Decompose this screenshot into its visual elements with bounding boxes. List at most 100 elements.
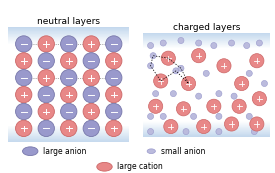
Bar: [143, 128, 270, 129]
Circle shape: [148, 43, 154, 49]
Circle shape: [176, 102, 191, 116]
Bar: [8, 132, 129, 133]
Bar: [143, 44, 270, 45]
Circle shape: [153, 91, 159, 97]
Bar: [143, 40, 270, 41]
Circle shape: [16, 70, 32, 86]
Bar: [8, 28, 129, 29]
Bar: [143, 38, 270, 39]
Circle shape: [106, 103, 122, 120]
Circle shape: [38, 103, 54, 120]
Circle shape: [106, 53, 122, 69]
Bar: [8, 40, 129, 41]
Circle shape: [216, 91, 222, 97]
Circle shape: [235, 76, 249, 91]
Circle shape: [60, 103, 77, 120]
Bar: [143, 46, 270, 47]
Circle shape: [262, 80, 268, 86]
Bar: [143, 129, 270, 130]
Bar: [143, 34, 270, 35]
Bar: [8, 33, 129, 34]
Circle shape: [148, 63, 154, 69]
Title: charged layers: charged layers: [173, 23, 240, 32]
Circle shape: [147, 149, 155, 154]
Circle shape: [148, 129, 154, 135]
Bar: [8, 37, 129, 38]
Circle shape: [60, 53, 77, 69]
Bar: [143, 130, 270, 131]
Bar: [143, 136, 270, 137]
Circle shape: [16, 53, 32, 69]
Circle shape: [23, 147, 38, 156]
Bar: [8, 138, 129, 139]
Circle shape: [60, 120, 77, 136]
Bar: [8, 137, 129, 138]
Bar: [143, 133, 270, 134]
Bar: [143, 127, 270, 128]
Text: large cation: large cation: [117, 162, 163, 171]
Circle shape: [252, 92, 266, 106]
Circle shape: [60, 36, 77, 52]
Bar: [143, 123, 270, 124]
Bar: [143, 122, 270, 123]
Circle shape: [192, 49, 206, 63]
Bar: [8, 32, 129, 33]
Circle shape: [173, 68, 179, 74]
Bar: [8, 127, 129, 128]
Bar: [143, 131, 270, 132]
Circle shape: [203, 70, 209, 76]
Bar: [143, 134, 270, 135]
Bar: [143, 36, 270, 37]
Bar: [143, 135, 270, 136]
Bar: [8, 131, 129, 132]
Bar: [8, 41, 129, 42]
Circle shape: [191, 113, 197, 119]
Bar: [8, 140, 129, 141]
Circle shape: [83, 120, 100, 136]
Circle shape: [246, 70, 252, 76]
Bar: [143, 45, 270, 46]
Text: small anion: small anion: [161, 147, 205, 156]
Circle shape: [216, 129, 222, 135]
Bar: [143, 124, 270, 125]
Bar: [8, 139, 129, 140]
Circle shape: [38, 86, 54, 103]
Circle shape: [160, 113, 166, 119]
Bar: [143, 47, 270, 48]
Bar: [143, 37, 270, 38]
Circle shape: [216, 113, 222, 119]
Circle shape: [196, 40, 202, 46]
Circle shape: [164, 119, 178, 134]
Circle shape: [183, 129, 189, 135]
Circle shape: [150, 53, 156, 59]
Bar: [8, 129, 129, 130]
Bar: [8, 31, 129, 32]
Circle shape: [250, 117, 264, 131]
Bar: [8, 34, 129, 35]
Circle shape: [97, 162, 112, 171]
Circle shape: [38, 120, 54, 136]
Circle shape: [231, 93, 237, 99]
Circle shape: [60, 86, 77, 103]
Circle shape: [229, 40, 235, 46]
Circle shape: [83, 70, 100, 86]
Circle shape: [246, 113, 252, 119]
Circle shape: [83, 36, 100, 52]
Bar: [143, 132, 270, 133]
Bar: [8, 42, 129, 43]
Bar: [8, 141, 129, 142]
Circle shape: [196, 93, 202, 99]
Circle shape: [148, 99, 163, 113]
Circle shape: [16, 86, 32, 103]
Bar: [8, 128, 129, 129]
Bar: [143, 121, 270, 122]
Bar: [143, 42, 270, 43]
Circle shape: [38, 53, 54, 69]
Circle shape: [224, 117, 239, 131]
Circle shape: [161, 51, 175, 65]
Bar: [8, 27, 129, 28]
Circle shape: [106, 120, 122, 136]
Circle shape: [244, 43, 250, 49]
Bar: [8, 136, 129, 137]
Circle shape: [60, 70, 77, 86]
